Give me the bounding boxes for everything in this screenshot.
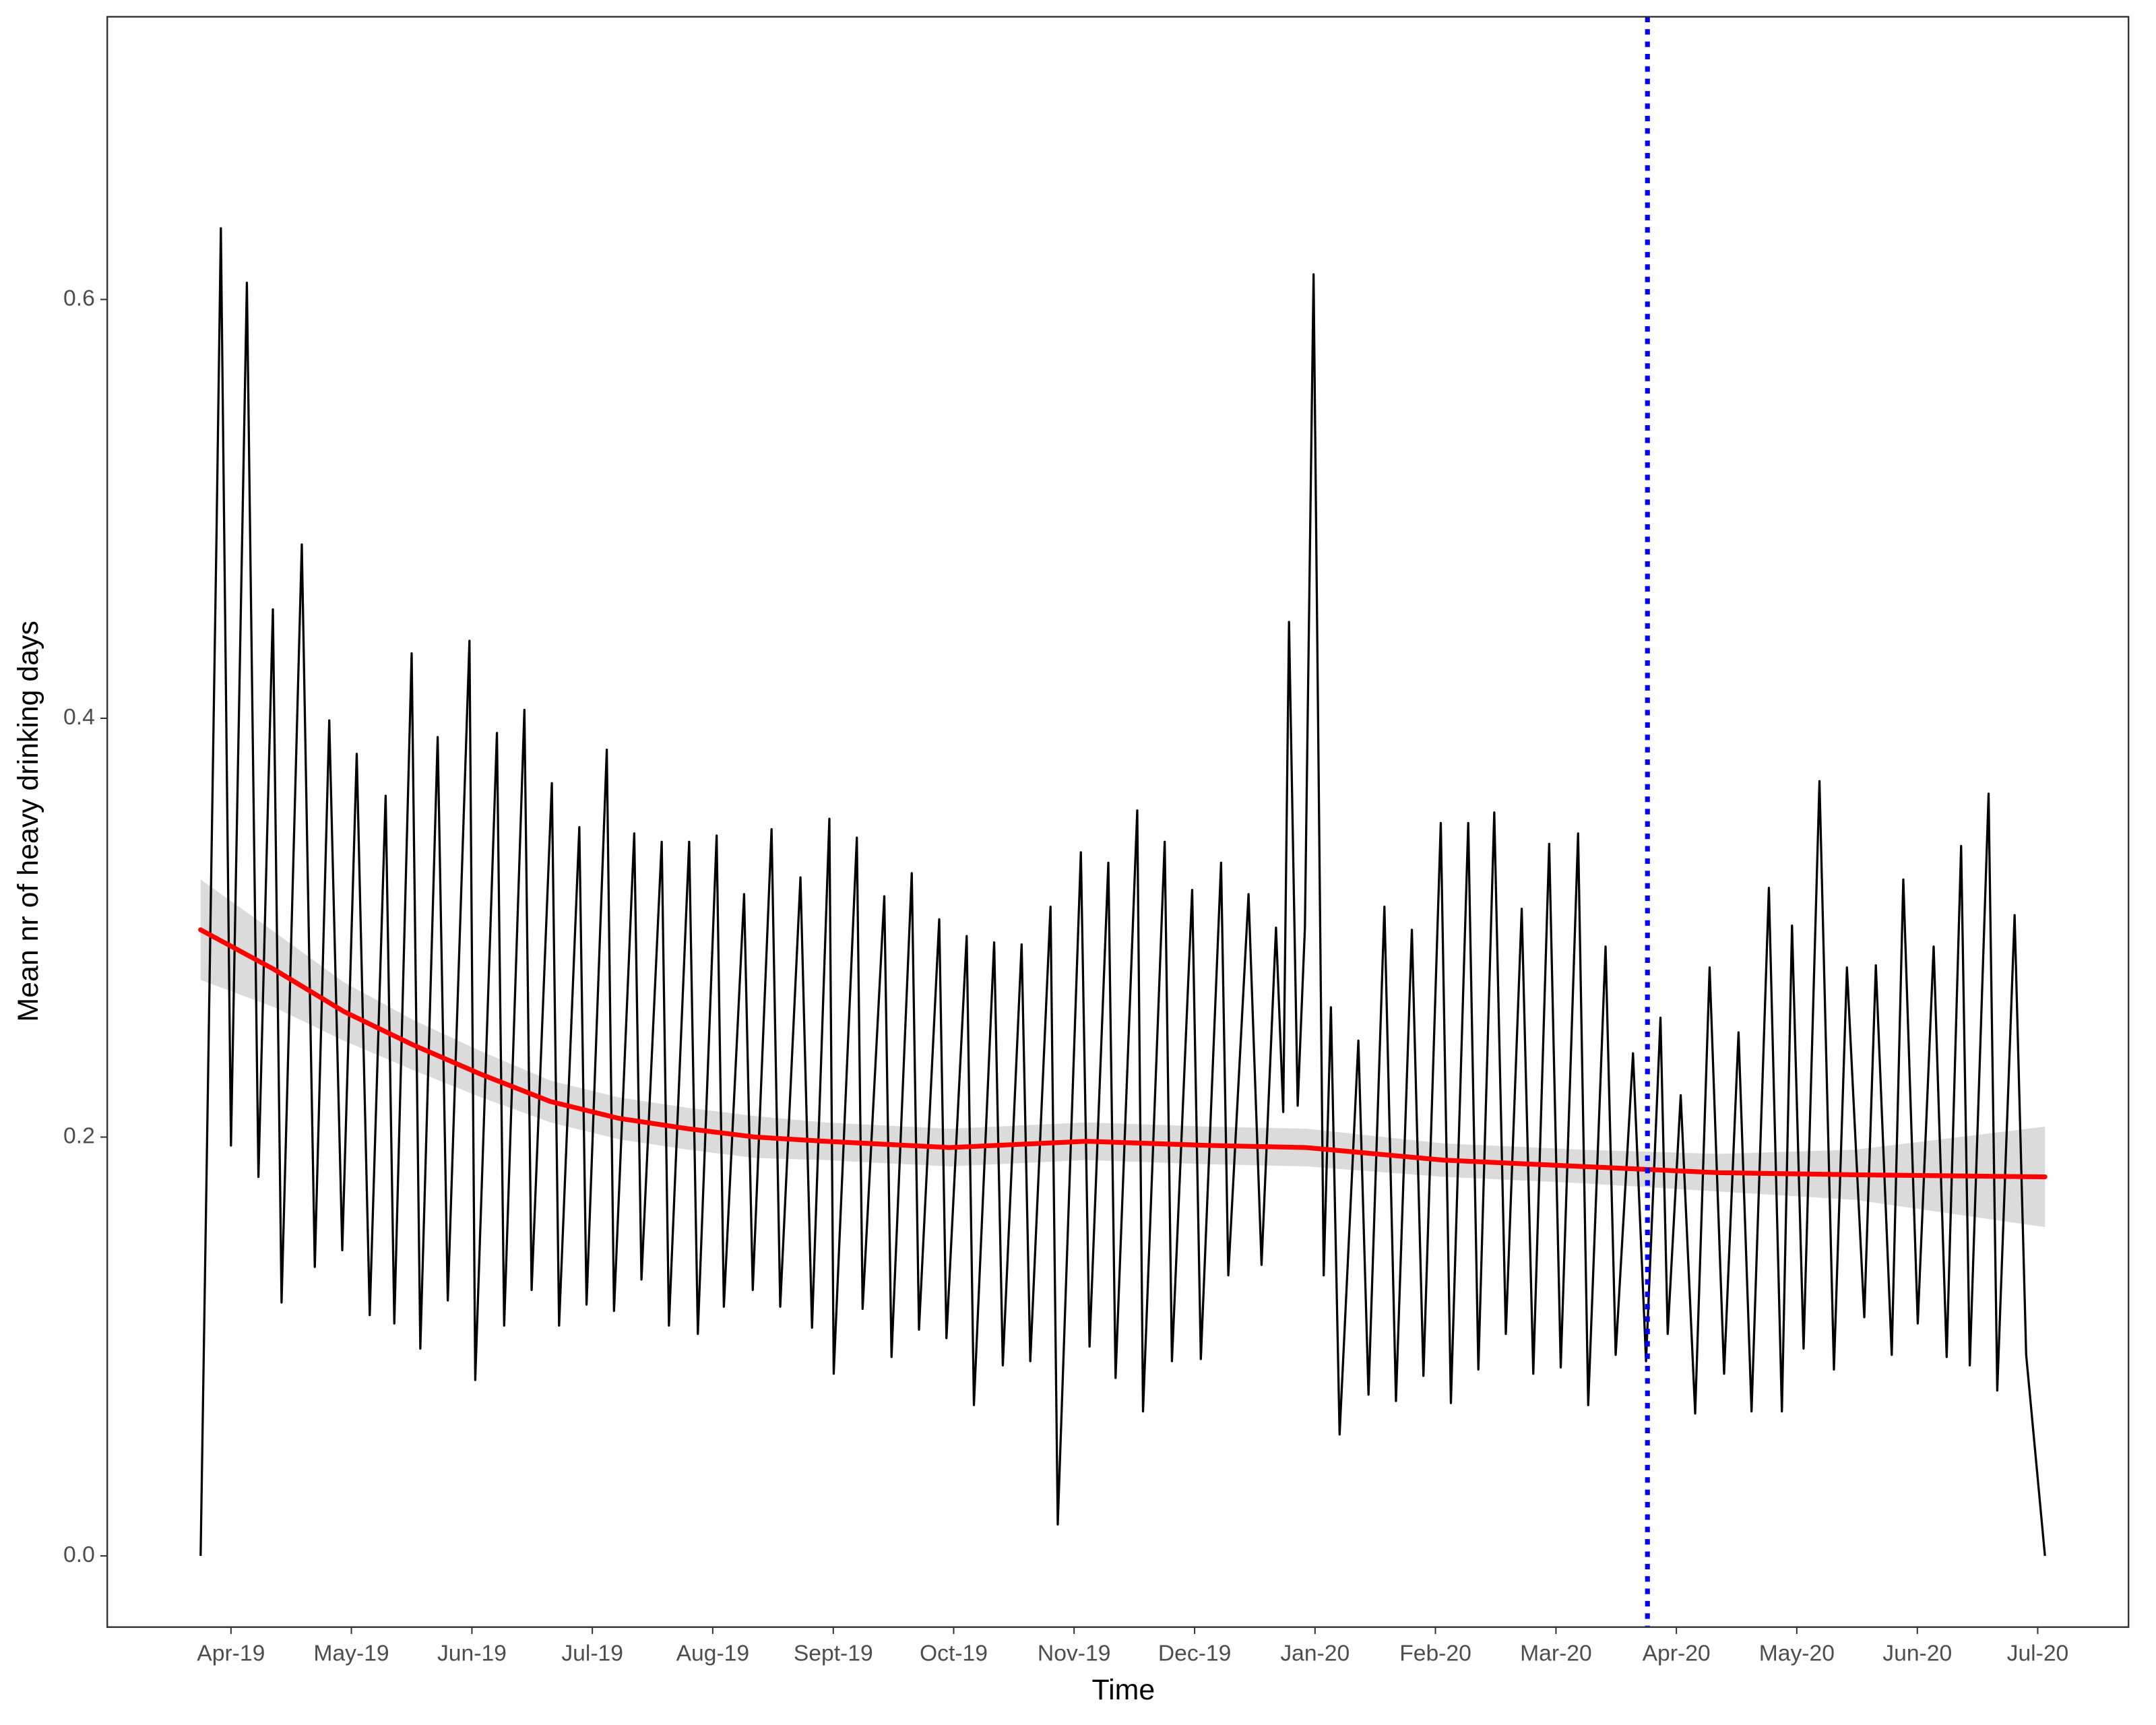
- x-tick-label: Sept-19: [794, 1641, 873, 1666]
- x-tick-label: Nov-19: [1038, 1641, 1111, 1666]
- x-tick-label: Apr-20: [1643, 1641, 1711, 1666]
- x-tick-label: Mar-20: [1520, 1641, 1592, 1666]
- smooth-line: [198, 927, 2048, 1180]
- x-tick-label: Jul-19: [561, 1641, 623, 1666]
- data-line: [199, 227, 2046, 1557]
- y-tick-label: 0.2: [63, 1123, 95, 1148]
- x-tick-label: Aug-19: [676, 1641, 750, 1666]
- x-tick-label: Apr-19: [197, 1641, 265, 1666]
- x-tick-label: May-20: [1759, 1641, 1835, 1666]
- x-tick-label: Oct-19: [920, 1641, 988, 1666]
- panel-border: [106, 15, 2130, 1628]
- x-tick-label: Jun-20: [1882, 1641, 1952, 1666]
- y-axis-title: Mean nr of heavy drinking days: [12, 621, 44, 1022]
- y-tick-label: 0.4: [63, 705, 95, 730]
- x-tick-label: Jan-20: [1280, 1641, 1350, 1666]
- y-tick-label: 0.0: [63, 1542, 95, 1567]
- x-tick-label: Jul-20: [2007, 1641, 2069, 1666]
- x-tick-label: Feb-20: [1399, 1641, 1471, 1666]
- confidence-band: [200, 879, 2046, 1228]
- x-axis-title: Time: [1092, 1674, 1155, 1706]
- x-tick-label: May-19: [313, 1641, 389, 1666]
- y-tick-label: 0.6: [63, 286, 95, 311]
- x-tick-label: Dec-19: [1158, 1641, 1232, 1666]
- x-tick-label: Jun-19: [437, 1641, 507, 1666]
